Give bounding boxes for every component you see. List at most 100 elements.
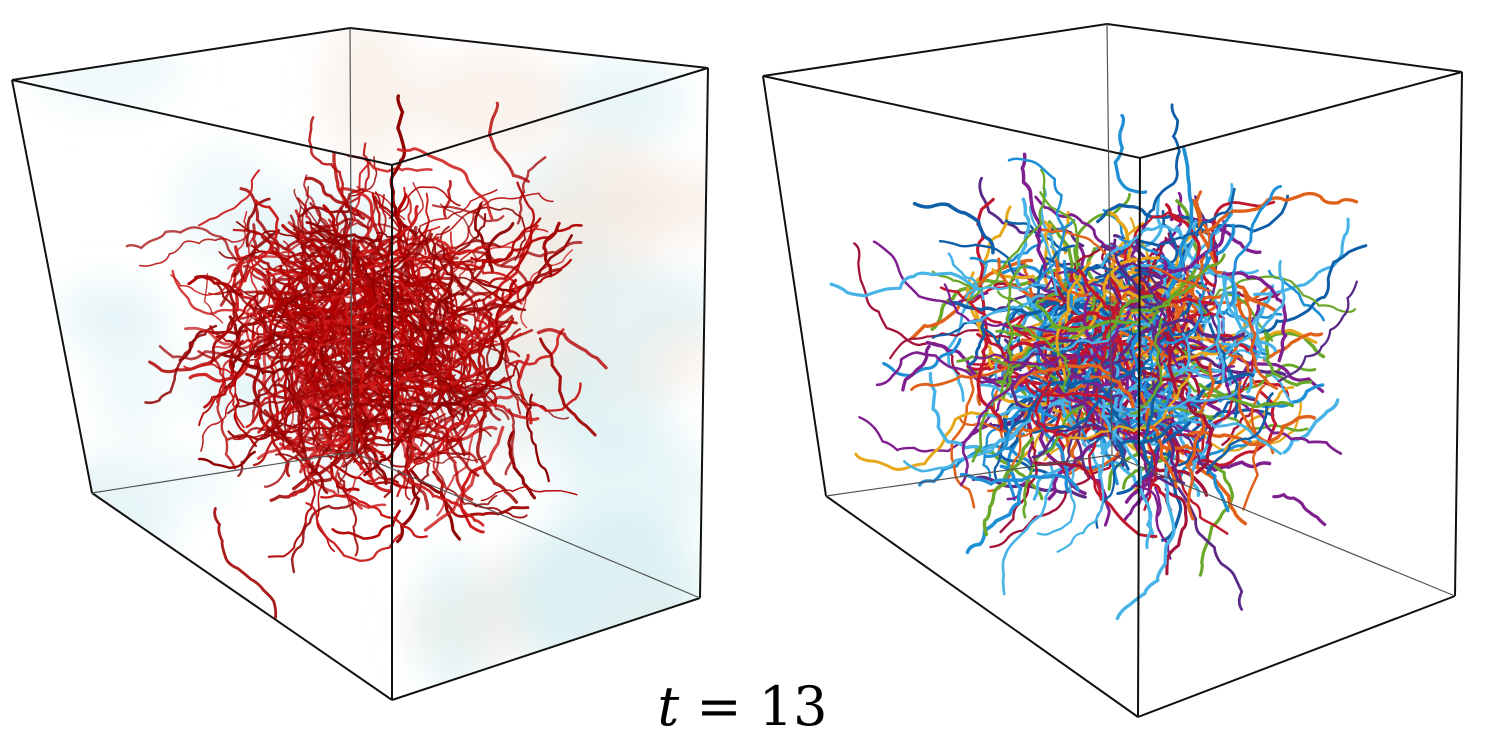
vortex-tube — [412, 362, 470, 418]
vortex-tube — [380, 401, 480, 477]
vortex-tube — [310, 329, 386, 351]
vortex-line — [829, 271, 984, 298]
vortex-tube — [289, 214, 352, 272]
vortex-line — [1198, 463, 1235, 577]
vortex-line — [1162, 211, 1232, 345]
vortex-line — [1115, 454, 1177, 621]
vortex-tube — [308, 404, 423, 423]
vortex-tube — [489, 278, 518, 343]
vortex-tube — [261, 246, 360, 350]
vortex-tube — [227, 339, 282, 354]
vortex-line — [1242, 287, 1279, 390]
vortex-tube — [436, 243, 486, 272]
vortex-tube — [466, 394, 514, 406]
vortex-line — [1201, 295, 1247, 399]
vortex-tube — [478, 206, 527, 261]
vortex-tube — [516, 156, 547, 225]
vortex-tube — [349, 356, 466, 418]
vortex-tube — [334, 442, 347, 479]
vortex-line — [1071, 339, 1083, 389]
vortex-tube — [426, 338, 444, 394]
vortex-line — [912, 201, 995, 255]
vortex-line — [1001, 460, 1055, 596]
vortex-line — [1031, 423, 1119, 459]
vortex-tube — [375, 232, 431, 246]
vortex-line — [939, 286, 1032, 341]
vortex-tube — [263, 409, 291, 478]
right-cube-frame — [762, 22, 1463, 718]
vortex-tube — [530, 382, 582, 412]
vortex-line — [966, 168, 1046, 303]
vortex-tube — [423, 294, 469, 317]
vortex-line — [1178, 473, 1229, 535]
vortex-line — [1220, 259, 1286, 347]
vortex-tube — [249, 298, 310, 323]
vortex-tube — [429, 326, 478, 381]
vortex-tube — [194, 274, 237, 365]
vortex-tube — [366, 476, 413, 489]
vortex-line — [1155, 146, 1194, 304]
vortex-tube — [298, 436, 355, 474]
vortex-tube — [331, 368, 393, 493]
vortex-line — [1202, 191, 1359, 234]
vortex-tube — [401, 283, 426, 393]
vortex-line — [1130, 253, 1226, 313]
vortex-tube — [213, 507, 278, 637]
vortex-tube — [286, 461, 314, 498]
time-variable: t — [657, 675, 680, 738]
vortex-line — [1188, 414, 1317, 447]
vortex-line — [1277, 280, 1358, 383]
vortex-tube — [388, 186, 461, 220]
haze-blob — [93, 288, 173, 440]
vortex-tube — [428, 366, 510, 420]
vortex-line — [1282, 398, 1340, 455]
vortex-line — [1222, 274, 1278, 353]
vortex-tube — [227, 224, 331, 270]
vortex-tube — [372, 260, 422, 312]
vortex-tube — [500, 240, 583, 267]
vortex-tube — [477, 339, 498, 407]
vortex-line — [1144, 103, 1181, 226]
vortex-tube — [420, 374, 456, 447]
haze-blob — [545, 136, 669, 286]
vortex-tube — [371, 356, 399, 424]
vortex-line — [976, 337, 1004, 432]
vortex-tube — [245, 197, 271, 248]
vortex-tube — [315, 187, 365, 279]
vortex-tube — [423, 425, 505, 532]
vortex-tube — [226, 387, 302, 441]
vortex-tube — [422, 321, 453, 395]
vortex-line — [1198, 383, 1295, 409]
haze-blob — [414, 548, 496, 698]
vortex-tube — [252, 277, 334, 318]
vortex-tube — [234, 332, 336, 362]
vortex-tube — [474, 181, 536, 286]
vortex-tube — [391, 307, 467, 408]
vortex-line — [1242, 384, 1266, 511]
vortex-line — [1095, 480, 1158, 538]
vortex-tube — [354, 420, 364, 471]
vortex-tube — [396, 147, 494, 220]
vortex-tube — [396, 192, 431, 290]
vortex-line — [1012, 324, 1116, 369]
vortex-tube — [352, 404, 387, 464]
vortex-line — [1210, 200, 1276, 263]
vortex-tube — [197, 450, 256, 469]
vortex-line — [1243, 244, 1368, 339]
vortex-tube — [233, 392, 258, 448]
vortex-line — [950, 369, 976, 509]
vortex-line — [1206, 264, 1278, 313]
vortex-line — [875, 351, 1019, 388]
vortex-tube — [215, 282, 265, 336]
vortex-tube — [406, 182, 424, 247]
left-cube-panel — [11, 26, 709, 701]
left-cube-vortex-strands — [125, 94, 608, 637]
vortex-line — [1034, 195, 1152, 271]
vortex-tube — [317, 312, 349, 359]
vortex-line — [1013, 324, 1071, 390]
vortex-line — [1007, 157, 1066, 287]
vortex-line — [1146, 468, 1244, 611]
vortex-line — [1068, 373, 1191, 440]
vortex-line — [1035, 304, 1139, 332]
vortex-line — [1157, 187, 1236, 249]
